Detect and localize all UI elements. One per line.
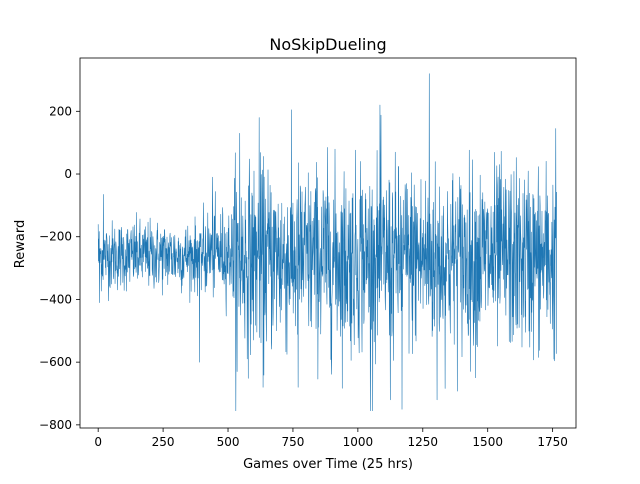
y-tick-label: −400 <box>39 292 72 306</box>
x-tick-label: 1750 <box>537 435 568 449</box>
ticks-layer: 0 250 500 750 1000 1250 1500 1750 −800 −600 −400 −2… <box>39 104 568 449</box>
x-tick-label: 1000 <box>343 435 374 449</box>
y-tick-label: −200 <box>39 230 72 244</box>
series-line-reward <box>97 73 557 412</box>
x-axis-label: Games over Time (25 hrs) <box>243 457 413 472</box>
y-tick-label: −800 <box>39 418 72 432</box>
x-tick-label: 1250 <box>408 435 439 449</box>
x-tick-label: 0 <box>94 435 102 449</box>
x-tick-label: 750 <box>281 435 304 449</box>
y-tick-label: −600 <box>39 355 72 369</box>
plot-frame <box>79 57 577 429</box>
series-layer <box>97 73 557 412</box>
x-tick-label: 500 <box>217 435 240 449</box>
y-axis-label: Reward <box>13 220 28 268</box>
y-tick-label: 0 <box>64 167 72 181</box>
x-tick-label: 250 <box>152 435 175 449</box>
y-tick-label: 200 <box>49 104 72 118</box>
chart-title: NoSkipDueling <box>269 35 386 54</box>
x-tick-label: 1500 <box>472 435 503 449</box>
